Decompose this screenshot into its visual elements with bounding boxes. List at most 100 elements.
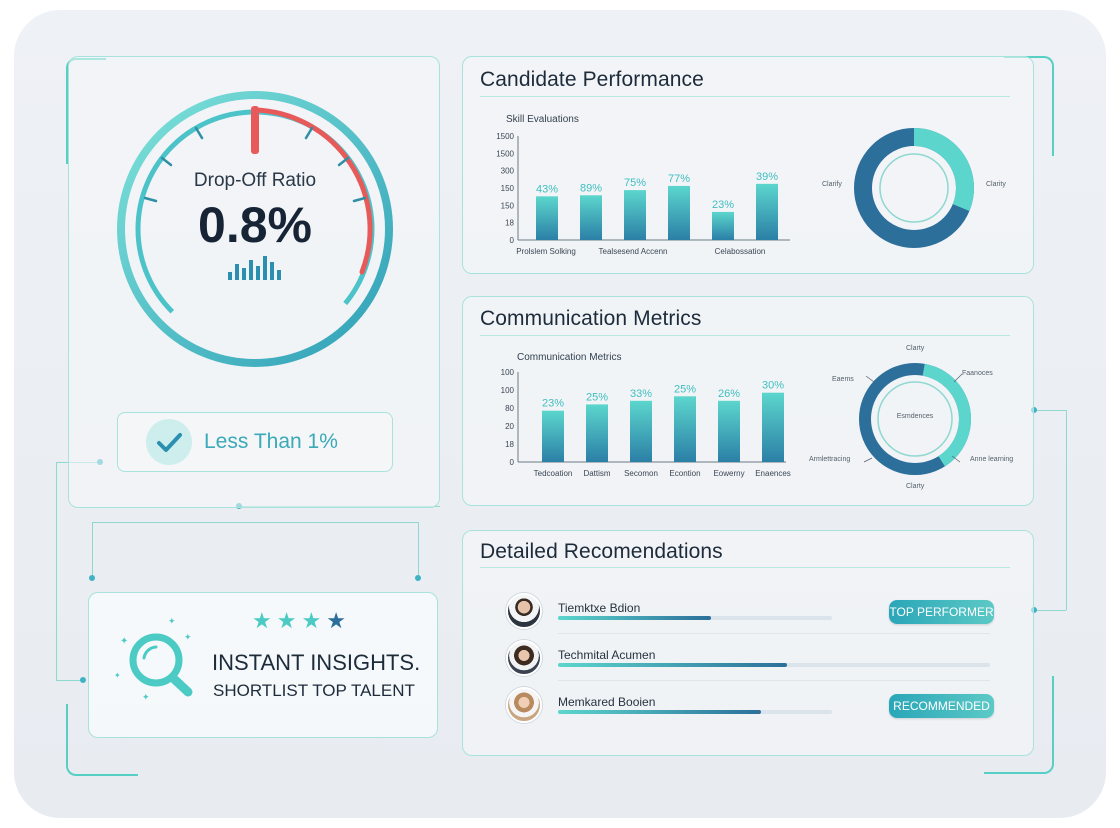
title-divider	[480, 567, 1010, 568]
candidate-performance-title: Candidate Performance	[480, 68, 704, 91]
bar	[624, 190, 646, 240]
bar	[762, 392, 784, 462]
star-icon: ★	[252, 608, 277, 633]
top-performer-badge[interactable]: TOP PERFORMER	[889, 600, 994, 624]
gauge-ticks	[143, 126, 367, 203]
connector-dot	[1031, 607, 1037, 613]
svg-text:✦: ✦	[120, 636, 128, 647]
donut-label-left: Clarify	[822, 181, 842, 188]
avatar[interactable]	[506, 640, 542, 676]
magnifier-icon: ✦ ✦ ✦ ✦ ✦	[114, 616, 193, 702]
recommendation-progress-track	[558, 663, 990, 667]
x-axis-label: Secomon	[624, 469, 658, 478]
comm-donut-center: Esmdences	[896, 413, 934, 420]
bar-data-label: 26%	[718, 388, 740, 400]
connector-line	[92, 522, 418, 523]
title-divider	[480, 335, 1010, 336]
y-tick-label: 80	[505, 404, 514, 413]
y-tick-label: 100	[501, 386, 515, 395]
x-axis-label: Econtion	[669, 469, 700, 478]
bar-data-label: 75%	[624, 177, 646, 189]
skill-chart-title: Skill Evaluations	[506, 114, 579, 125]
bar-data-label: 30%	[762, 380, 784, 392]
bar	[718, 400, 740, 462]
bar	[580, 195, 602, 240]
gauge-value: 0.8%	[198, 197, 312, 253]
svg-text:✦: ✦	[114, 671, 121, 680]
connector-line	[1034, 610, 1066, 611]
x-axis-label: Tedcoation	[534, 469, 573, 478]
recommendation-progress-track	[558, 710, 832, 714]
avatar[interactable]	[506, 593, 542, 629]
y-tick-label: 300	[501, 167, 515, 176]
recommendation-progress-track	[558, 616, 832, 620]
gauge-mini-bars-icon	[228, 256, 281, 280]
recommendation-progress-fill	[558, 663, 787, 667]
skill-evaluations-chart: 1500 1500 300 150 150 18 0 43% 89% 75% 77% 23% 39% Pr…	[496, 132, 790, 256]
y-tick-label: 100	[501, 368, 515, 377]
connector-line	[418, 522, 419, 578]
bar	[586, 404, 608, 462]
star-icon: ★	[301, 608, 327, 633]
connector-line	[1066, 410, 1067, 610]
recommendations-title: Detailed Recomendations	[480, 540, 723, 563]
recommendation-progress-fill	[558, 616, 712, 620]
gauge-title: Drop-Off Ratio	[193, 170, 317, 191]
insights-panel	[88, 592, 438, 738]
comm-donut-label-top-right: Faanoces	[962, 370, 993, 377]
rating-stars: ★★★★	[252, 608, 351, 634]
star-icon: ★	[326, 608, 351, 633]
check-icon	[146, 419, 192, 465]
bar-data-label: 25%	[586, 391, 608, 403]
bar	[712, 211, 734, 240]
x-axis-label: Tealsesend Accenn	[599, 247, 668, 256]
svg-text:✦: ✦	[168, 616, 176, 626]
y-tick-label: 150	[501, 201, 515, 210]
communication-metrics-title: Communication Metrics	[480, 307, 702, 330]
y-tick-label: 18	[505, 440, 514, 449]
recommendation-name: Techmital Acumen	[558, 648, 656, 662]
comm-donut-label-top-left: Eaems	[832, 376, 854, 383]
recommended-badge[interactable]: RECOMMENDED	[889, 694, 994, 718]
y-tick-label: 1500	[496, 149, 514, 158]
comm-donut-label-bottom: Clarty	[906, 483, 925, 490]
x-axis-label: Prolslem Solking	[516, 247, 576, 256]
donut-label-right: Clarity	[986, 181, 1006, 188]
candidate-donut-chart	[854, 128, 974, 248]
y-tick-label: 150	[501, 184, 515, 193]
bar	[756, 183, 778, 240]
recommendation-name: Memkared Booien	[558, 695, 656, 709]
gauge-red-arc	[252, 107, 373, 275]
y-tick-label: 1500	[496, 132, 514, 141]
communication-metrics-panel	[462, 296, 1034, 506]
status-pill-label: Less Than 1%	[204, 430, 338, 453]
row-divider	[558, 633, 990, 634]
comm-donut-label-top: Clarty	[906, 345, 925, 352]
connector-dot	[1031, 407, 1037, 413]
x-axis-label: Dattism	[583, 469, 610, 478]
bar-data-label: 33%	[630, 388, 652, 400]
y-tick-label: 18	[505, 219, 514, 228]
avatar[interactable]	[506, 687, 542, 723]
row-divider	[558, 680, 990, 681]
star-icon: ★	[276, 608, 302, 633]
bar-data-label: 89%	[580, 182, 602, 194]
connector-line	[56, 680, 84, 681]
gauge-needle-body	[251, 106, 259, 154]
bar-data-label: 25%	[674, 383, 696, 395]
x-axis-label: Celabossation	[715, 247, 766, 256]
y-tick-label: 20	[505, 422, 514, 431]
connector-line	[92, 522, 93, 578]
y-tick-label: 0	[510, 458, 515, 467]
communication-donut-chart	[859, 363, 971, 475]
bar	[668, 185, 690, 240]
x-axis-label: Enaences	[755, 469, 791, 478]
comm-chart-title: Communication Metrics	[517, 352, 622, 363]
connector-dot	[415, 575, 421, 581]
bar-data-label: 43%	[536, 183, 558, 195]
bar	[536, 196, 558, 240]
title-divider	[480, 96, 1010, 97]
comm-donut-label-bottom-right: Anne learning	[970, 456, 1014, 463]
connector-dot	[80, 677, 86, 683]
communication-metrics-chart: 100 100 80 20 18 0 23% 25% 33% 25% 26% 30% Tedcoatio…	[501, 368, 791, 478]
